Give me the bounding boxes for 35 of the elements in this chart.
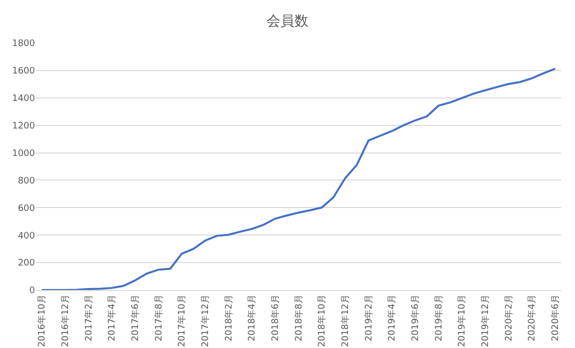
x-tick-label: 2017年10月 [176, 294, 188, 347]
x-tick-label: 2018年4月 [246, 294, 258, 342]
x-tick-label: 2019年12月 [480, 294, 492, 347]
x-tick-label: 2018年10月 [316, 294, 328, 347]
line-series [40, 68, 556, 290]
y-tick-label: 600 [18, 204, 36, 214]
y-tick-label: 200 [18, 258, 36, 269]
x-tick-label: 2018年2月 [223, 294, 234, 342]
y-tick-label: 800 [18, 176, 36, 186]
x-tick-label: 2018年6月 [270, 294, 282, 342]
x-tick-label: 2020年4月 [526, 294, 538, 342]
x-tick-label: 2017年2月 [83, 294, 94, 342]
x-tick-label: 2019年10月 [456, 294, 468, 347]
x-tick-label: 2016年10月 [36, 294, 48, 347]
x-tick-label: 2019年8月 [433, 294, 444, 342]
y-tick-label: 1200 [12, 121, 36, 132]
y-tick-label: 0 [29, 286, 36, 296]
y-tick-label: 1600 [12, 66, 36, 77]
x-tick-label: 2019年2月 [363, 294, 374, 342]
y-tick-label: 400 [18, 231, 36, 242]
x-tick-label: 2016年12月 [60, 294, 72, 347]
x-tick-label: 2017年6月 [130, 294, 142, 342]
y-tick-label: 1800 [12, 39, 36, 50]
x-tick-label: 2019年6月 [410, 294, 422, 342]
y-tick-label: 1400 [12, 94, 36, 104]
x-tick-label: 2017年4月 [106, 294, 118, 342]
x-tick-label: 2017年12月 [200, 294, 212, 347]
x-tick-label: 2020年2月 [503, 294, 514, 342]
x-tick-label: 2017年8月 [153, 294, 164, 342]
y-tick-label: 1000 [12, 148, 36, 159]
chart-title: 会員数 [266, 13, 308, 30]
x-tick-label: 2020年6月 [550, 294, 562, 342]
x-tick-label: 2019年4月 [386, 294, 398, 342]
x-tick-label: 2018年8月 [293, 294, 304, 342]
x-tick-label: 2018年12月 [340, 294, 352, 347]
